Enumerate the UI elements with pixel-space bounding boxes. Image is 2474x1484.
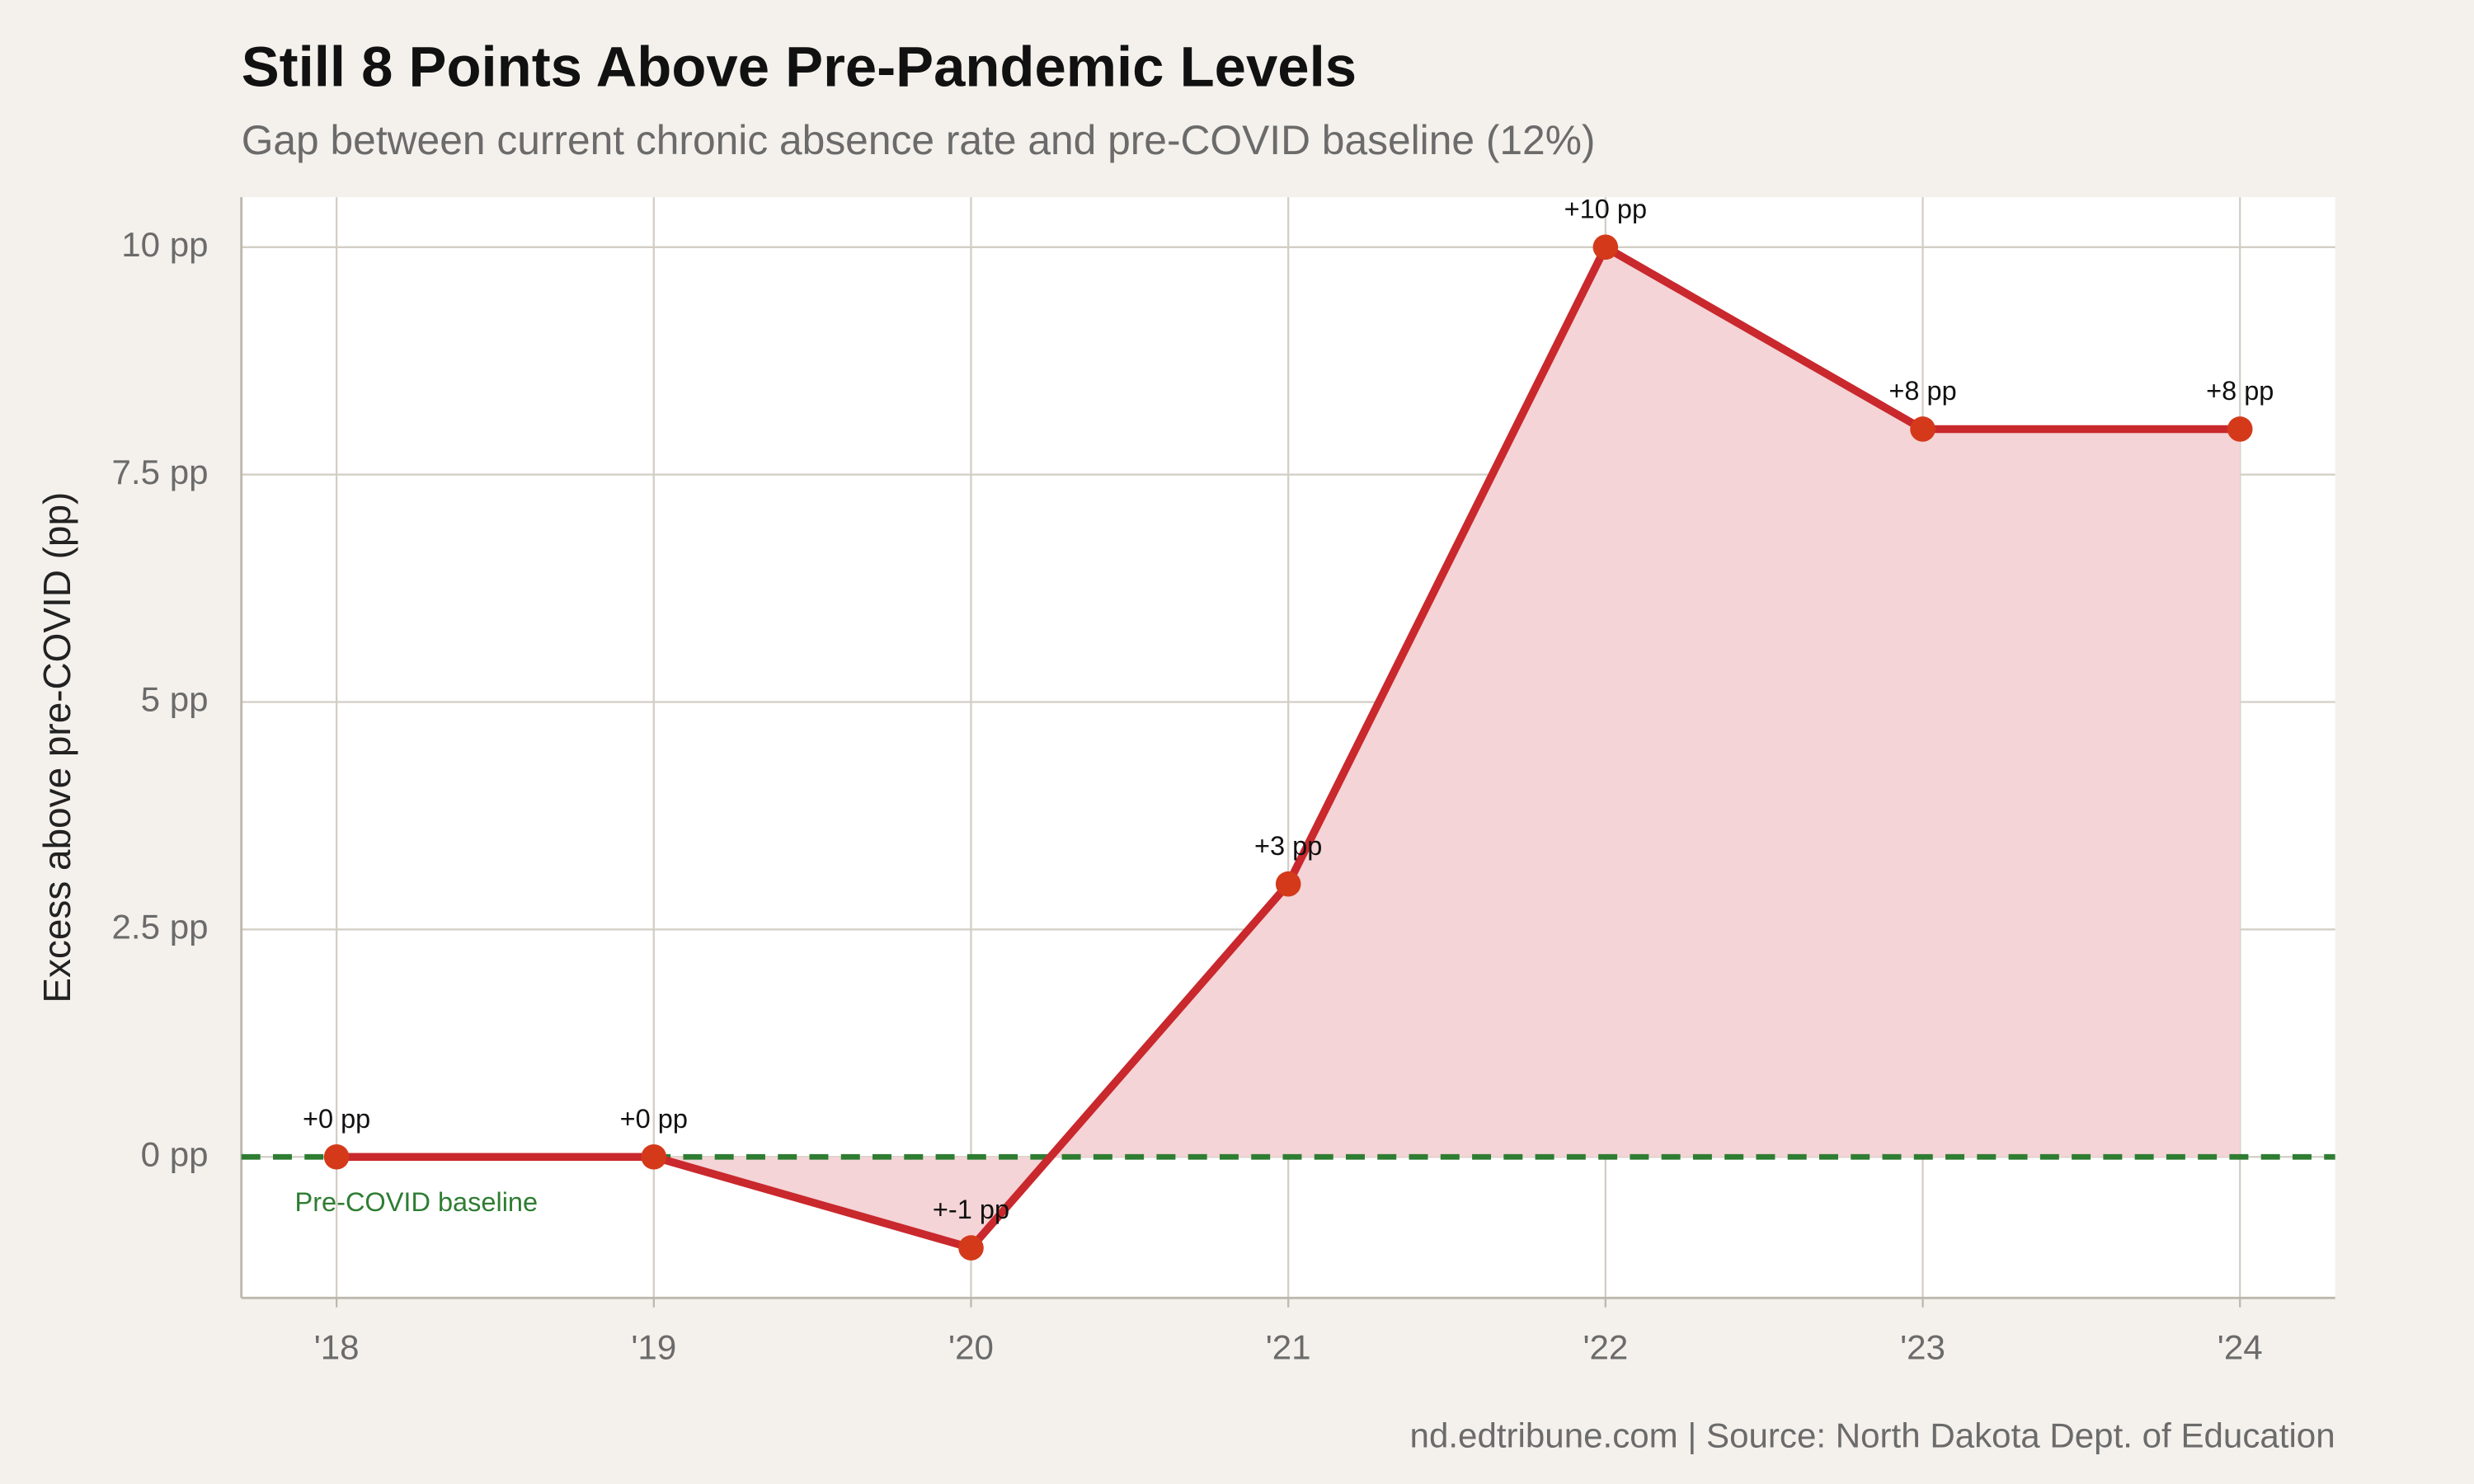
area	[336, 247, 2241, 1248]
point	[2227, 416, 2253, 442]
data-label: +0 pp	[303, 1104, 370, 1134]
point	[323, 1144, 350, 1170]
x-tick-label: '23	[1900, 1328, 1945, 1367]
y-tick-label: 0 pp	[141, 1134, 209, 1173]
point	[1275, 871, 1301, 897]
point	[1592, 234, 1619, 261]
data-label: +3 pp	[1254, 831, 1322, 861]
data-label: +-1 pp	[933, 1195, 1009, 1224]
y-axis-title: Excess above pre-COVID (pp)	[35, 492, 78, 1003]
x-tick-label: '20	[948, 1328, 994, 1367]
point	[958, 1235, 984, 1261]
chart-subtitle: Gap between current chronic absence rate…	[242, 117, 1596, 163]
data-label: +0 pp	[620, 1104, 688, 1134]
x-tick-label: '22	[1583, 1328, 1628, 1367]
data-label: +8 pp	[1888, 376, 1956, 406]
y-tick-label: 10 pp	[121, 225, 208, 264]
y-tick-label: 2.5 pp	[112, 907, 209, 946]
baseline-label: Pre-COVID baseline	[295, 1187, 539, 1217]
data-label: +10 pp	[1564, 194, 1647, 223]
y-tick-label: 5 pp	[141, 680, 209, 719]
x-tick-label: '19	[631, 1328, 676, 1367]
y-tick-label: 7.5 pp	[112, 453, 209, 491]
point	[641, 1144, 667, 1170]
point	[1910, 416, 1935, 442]
caption: nd.edtribune.com | Source: North Dakota …	[1410, 1416, 2335, 1455]
x-tick-label: '18	[314, 1328, 360, 1367]
data-label: +8 pp	[2206, 376, 2274, 406]
marks: Pre-COVID baseline +0 pp +0 pp +-1 pp +3 pp +…	[241, 194, 2335, 1261]
x-tick-label: '21	[1266, 1328, 1311, 1367]
chart-title: Still 8 Points Above Pre-Pandemic Levels	[242, 35, 1357, 98]
x-tick-label: '24	[2218, 1328, 2263, 1367]
